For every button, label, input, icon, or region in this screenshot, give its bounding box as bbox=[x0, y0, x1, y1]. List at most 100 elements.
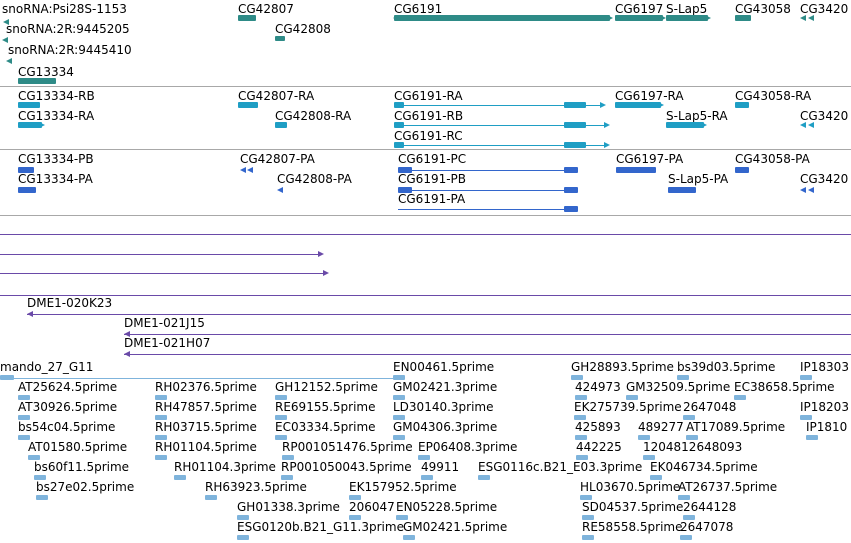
est-glyph[interactable] bbox=[650, 475, 662, 480]
est-label[interactable]: GH12152.5prime bbox=[275, 380, 378, 394]
est-glyph[interactable] bbox=[155, 395, 167, 400]
feature-line[interactable] bbox=[394, 125, 606, 126]
clone-label[interactable]: DME1-021H07 bbox=[124, 336, 211, 350]
feature-glyph[interactable] bbox=[398, 167, 412, 173]
gene-label[interactable]: CG42808 bbox=[275, 22, 331, 36]
feature-label[interactable]: CG42807-RA bbox=[238, 89, 315, 103]
clone-line[interactable] bbox=[27, 314, 851, 315]
est-glyph[interactable] bbox=[18, 395, 30, 400]
est-glyph[interactable] bbox=[393, 375, 405, 380]
est-glyph[interactable] bbox=[349, 515, 361, 520]
est-label[interactable]: AT17089.5prime bbox=[686, 420, 786, 434]
feature-label[interactable]: S-Lap5-PA bbox=[668, 172, 729, 186]
gene-glyph[interactable] bbox=[615, 15, 663, 21]
feature-label[interactable]: CG43058-RA bbox=[735, 89, 812, 103]
feature-line[interactable] bbox=[398, 190, 578, 191]
est-label[interactable]: 442225 bbox=[576, 440, 622, 454]
est-label[interactable]: GH01338.3prime bbox=[237, 500, 340, 514]
est-glyph[interactable] bbox=[155, 435, 167, 440]
est-label[interactable]: RP001051476.5prime bbox=[282, 440, 413, 454]
est-glyph[interactable] bbox=[626, 395, 638, 400]
gene-glyph[interactable] bbox=[666, 15, 708, 21]
est-glyph[interactable] bbox=[28, 455, 40, 460]
est-glyph[interactable] bbox=[18, 435, 30, 440]
feature-glyph[interactable] bbox=[735, 167, 749, 173]
est-glyph[interactable] bbox=[275, 415, 287, 420]
feature-glyph[interactable] bbox=[564, 167, 578, 173]
est-glyph[interactable] bbox=[478, 475, 490, 480]
est-label[interactable]: RH63923.5prime bbox=[205, 480, 307, 494]
est-glyph[interactable] bbox=[643, 455, 655, 460]
feature-glyph[interactable] bbox=[394, 122, 404, 128]
est-label[interactable]: EN00461.5prime bbox=[393, 360, 495, 374]
est-label[interactable]: AT30926.5prime bbox=[18, 400, 118, 414]
feature-glyph[interactable] bbox=[735, 102, 749, 108]
est-glyph[interactable] bbox=[393, 415, 405, 420]
est-glyph[interactable] bbox=[18, 415, 30, 420]
est-label[interactable]: GM04306.3prime bbox=[393, 420, 498, 434]
feature-glyph[interactable] bbox=[564, 102, 586, 108]
est-glyph[interactable] bbox=[155, 415, 167, 420]
feature-label[interactable]: CG6191-RB bbox=[394, 109, 464, 123]
gene-label[interactable]: CG13334 bbox=[18, 65, 74, 79]
est-label[interactable]: EK046734.5prime bbox=[650, 460, 758, 474]
est-label[interactable]: RP001050043.5prime bbox=[281, 460, 412, 474]
est-glyph[interactable] bbox=[418, 455, 430, 460]
est-glyph[interactable] bbox=[403, 535, 415, 540]
est-label[interactable]: LD30140.3prime bbox=[393, 400, 494, 414]
feature-line[interactable] bbox=[394, 145, 606, 146]
feature-glyph[interactable] bbox=[275, 122, 287, 128]
est-label[interactable]: ESG0120b.B21_G11.3prime bbox=[237, 520, 404, 534]
est-label[interactable]: bs39d03.5prime bbox=[677, 360, 776, 374]
feature-label[interactable]: CG3420 bbox=[800, 172, 849, 186]
est-label[interactable]: RH01104.3prime bbox=[174, 460, 276, 474]
feature-glyph[interactable] bbox=[18, 122, 42, 128]
est-label[interactable]: 1204812648093 bbox=[643, 440, 743, 454]
est-label[interactable]: IP1810 bbox=[806, 420, 848, 434]
gene-label[interactable]: CG42807 bbox=[238, 2, 294, 16]
feature-label[interactable]: CG13334-PB bbox=[18, 152, 94, 166]
feature-label[interactable]: CG6191-PC bbox=[398, 152, 467, 166]
feature-label[interactable]: CG6191-PB bbox=[398, 172, 467, 186]
feature-line[interactable] bbox=[398, 209, 578, 210]
feature-label[interactable]: S-Lap5-RA bbox=[666, 109, 728, 123]
gene-label[interactable]: CG6191 bbox=[394, 2, 443, 16]
est-glyph[interactable] bbox=[155, 455, 167, 460]
est-label[interactable]: RH47857.5prime bbox=[155, 400, 257, 414]
gene-label[interactable]: CG6197 bbox=[615, 2, 664, 16]
est-label[interactable]: EC03334.5prime bbox=[275, 420, 376, 434]
est-label[interactable]: bs54c04.5prime bbox=[18, 420, 116, 434]
est-glyph[interactable] bbox=[582, 535, 594, 540]
feature-glyph[interactable] bbox=[564, 142, 586, 148]
gene-glyph[interactable] bbox=[275, 36, 285, 41]
feature-glyph[interactable] bbox=[564, 122, 586, 128]
gene-label[interactable]: snoRNA:Psi28S-1153 bbox=[2, 2, 127, 16]
est-label[interactable]: 49911 bbox=[421, 460, 460, 474]
feature-label[interactable]: CG43058-PA bbox=[735, 152, 810, 166]
feature-label[interactable]: CG3420 bbox=[800, 109, 849, 123]
est-label[interactable]: AT26737.5prime bbox=[678, 480, 778, 494]
est-glyph[interactable] bbox=[237, 535, 249, 540]
est-label[interactable]: EK275739.5prime bbox=[574, 400, 682, 414]
feature-glyph[interactable] bbox=[394, 142, 404, 148]
feature-glyph[interactable] bbox=[18, 167, 34, 173]
est-label[interactable]: 2647078 bbox=[680, 520, 734, 534]
est-label[interactable]: GH28893.5prime bbox=[571, 360, 674, 374]
est-glyph[interactable] bbox=[800, 415, 812, 420]
est-label[interactable]: RE58558.5prime bbox=[582, 520, 683, 534]
feature-glyph[interactable] bbox=[18, 102, 40, 108]
est-label[interactable]: RH02376.5prime bbox=[155, 380, 257, 394]
est-glyph[interactable] bbox=[282, 455, 294, 460]
est-glyph[interactable] bbox=[421, 475, 433, 480]
est-glyph[interactable] bbox=[580, 495, 592, 500]
feature-glyph[interactable] bbox=[564, 187, 578, 193]
est-label[interactable]: EK157952.5prime bbox=[349, 480, 457, 494]
feature-label[interactable]: CG13334-RB bbox=[18, 89, 95, 103]
gene-label[interactable]: S-Lap5 bbox=[666, 2, 708, 16]
est-label[interactable]: 2647048 bbox=[683, 400, 737, 414]
est-glyph[interactable] bbox=[638, 435, 650, 440]
est-label[interactable]: 2644128 bbox=[683, 500, 737, 514]
est-glyph[interactable] bbox=[576, 455, 588, 460]
est-label[interactable]: 489277 bbox=[638, 420, 684, 434]
feature-label[interactable]: CG6191-RA bbox=[394, 89, 463, 103]
